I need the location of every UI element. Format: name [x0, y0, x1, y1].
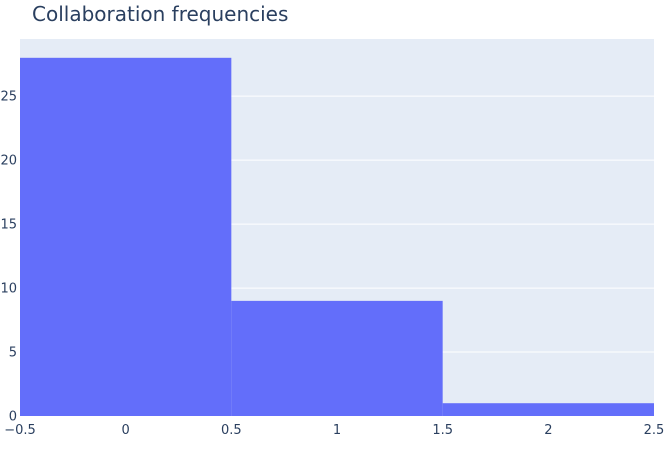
- histogram-bar[interactable]: [442, 403, 654, 416]
- x-tick-label: −0.5: [4, 423, 36, 438]
- x-tick-label: 0: [122, 423, 130, 438]
- y-tick-label: 25: [0, 90, 17, 105]
- chart-title: Collaboration frequencies: [32, 2, 289, 26]
- y-axis-ticks: 0 5 10 15 20 25: [0, 90, 17, 425]
- y-tick-label: 15: [0, 218, 17, 233]
- y-tick-label: 20: [0, 154, 17, 169]
- x-tick-label: 1.5: [432, 423, 453, 438]
- x-tick-label: 2: [544, 423, 552, 438]
- y-tick-label: 0: [9, 410, 17, 425]
- x-tick-label: 2.5: [644, 423, 665, 438]
- y-tick-label: 10: [0, 282, 17, 297]
- x-tick-label: 1: [333, 423, 341, 438]
- x-tick-label: 0.5: [221, 423, 242, 438]
- bars: [20, 57, 654, 416]
- histogram-bar[interactable]: [231, 300, 443, 416]
- y-tick-label: 5: [9, 346, 17, 361]
- histogram-bar[interactable]: [20, 57, 232, 416]
- x-axis-ticks: −0.5 0 0.5 1 1.5 2 2.5: [4, 423, 664, 438]
